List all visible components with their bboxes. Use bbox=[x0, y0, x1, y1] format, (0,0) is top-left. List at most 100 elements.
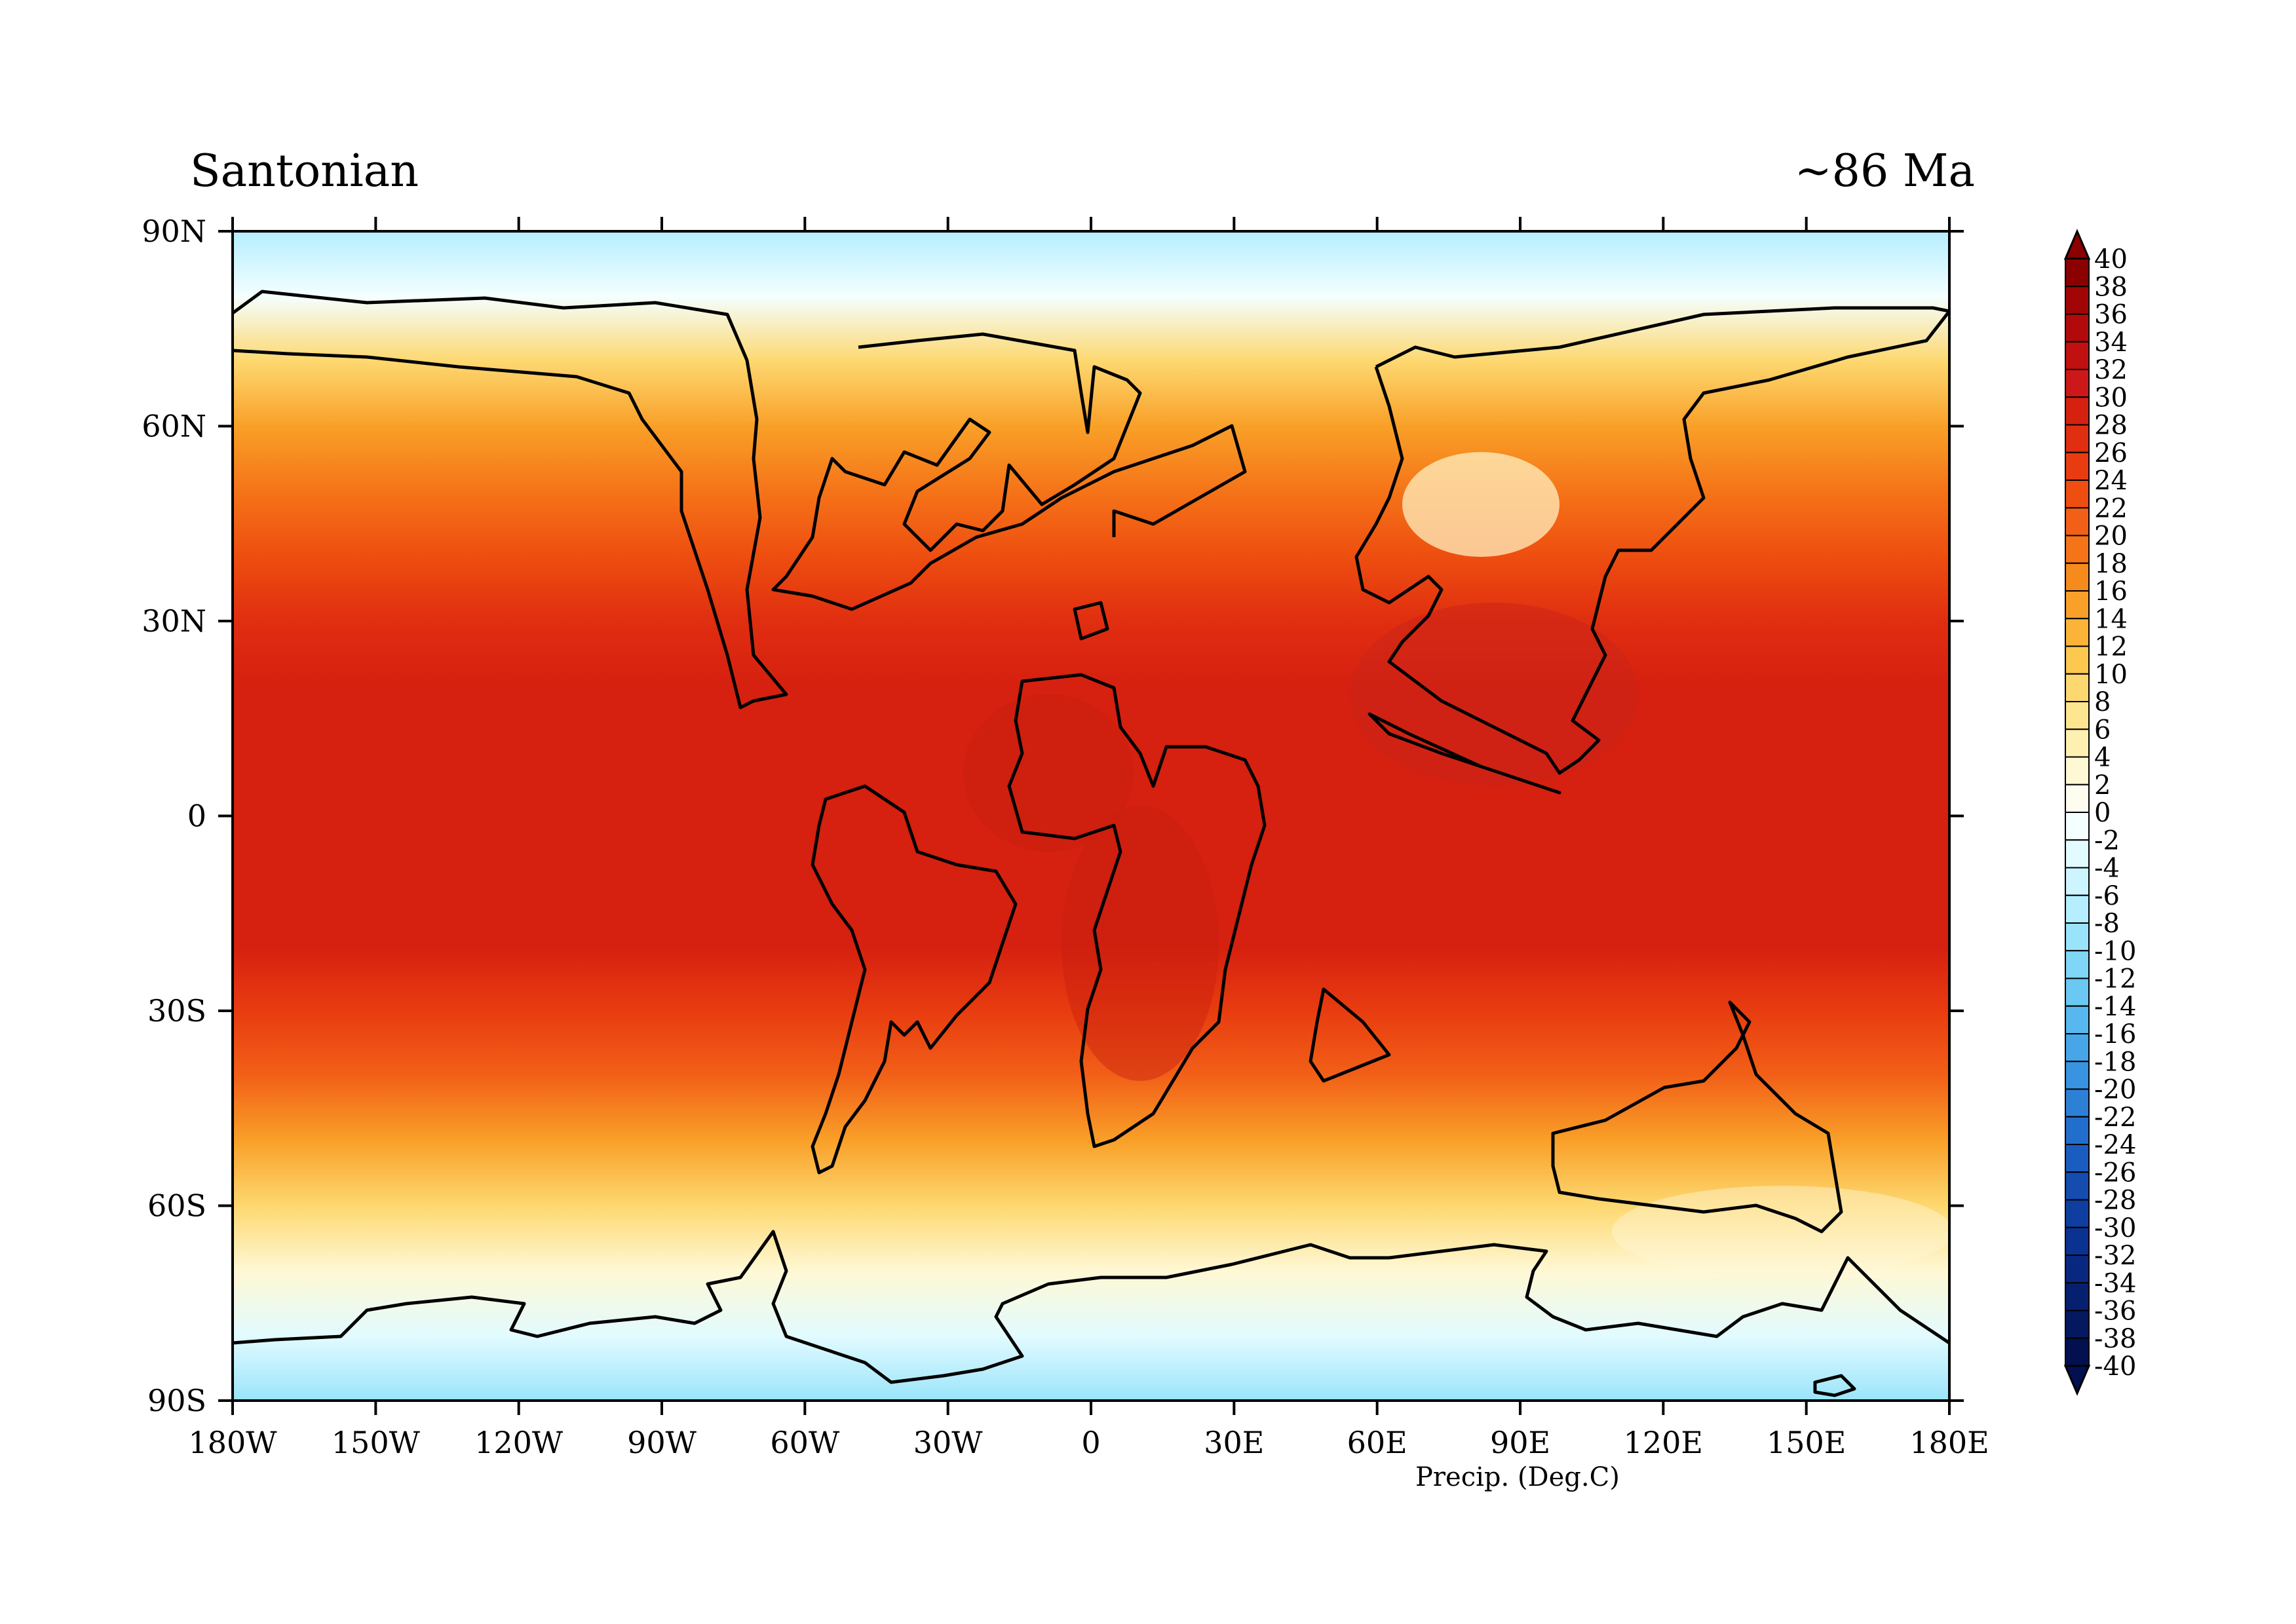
coastline-madagascar bbox=[1309, 987, 1391, 1083]
y-tick-label: 0 bbox=[187, 799, 206, 834]
x-tick-label: 30W bbox=[913, 1425, 984, 1460]
coastline-greenland-europe bbox=[771, 332, 1247, 611]
colorbar-level-label: 40 bbox=[2094, 244, 2128, 274]
colorbar-level-label: 2 bbox=[2094, 770, 2111, 801]
antarctic-cool-anomaly bbox=[1612, 1186, 1949, 1277]
colorbar-level-label: 32 bbox=[2094, 355, 2128, 385]
colorbar-label: Precip. (Deg.C) bbox=[1415, 1462, 1620, 1492]
y-tick-label: 60N bbox=[142, 409, 206, 444]
coastline-north-america bbox=[233, 290, 788, 709]
x-tick-label: 60W bbox=[770, 1425, 840, 1460]
colorbar-swatch bbox=[2065, 756, 2090, 785]
asia-warm-anomaly bbox=[1350, 603, 1638, 786]
colorbar-level-label: -16 bbox=[2094, 1019, 2136, 1049]
colorbar-max-arrow bbox=[2063, 229, 2091, 260]
colorbar-swatch bbox=[2065, 1116, 2090, 1145]
colorbar-level-label: 22 bbox=[2094, 493, 2128, 523]
colorbar-swatch bbox=[2065, 728, 2090, 758]
x-tick-label: 120E bbox=[1624, 1425, 1703, 1460]
coastline-antarctica bbox=[233, 1230, 1949, 1384]
map-title: Santonian bbox=[190, 145, 419, 197]
africa-warm-anomaly bbox=[1062, 806, 1219, 1081]
colorbar-level-label: -14 bbox=[2094, 992, 2136, 1022]
colorbar-swatch bbox=[2065, 1310, 2090, 1339]
map-axes: 180W 150W 120W 90W 60W 30W 0 30E 60E 90E 120E 150E 1… bbox=[142, 214, 1989, 1460]
colorbar-swatch bbox=[2065, 507, 2090, 537]
colorbar-swatch bbox=[2065, 645, 2090, 675]
colorbar-level-label: -4 bbox=[2094, 854, 2120, 884]
x-tick-label: 180W bbox=[188, 1425, 277, 1460]
x-tick-label: 120W bbox=[474, 1425, 564, 1460]
colorbar-level-label: 0 bbox=[2094, 798, 2111, 828]
colorbar-level-label: -24 bbox=[2094, 1130, 2136, 1160]
x-tick-label: 90E bbox=[1490, 1425, 1550, 1460]
colorbar-level-label: -30 bbox=[2094, 1213, 2136, 1243]
x-tick-label: 0 bbox=[1081, 1425, 1100, 1460]
colorbar-level-label: -32 bbox=[2094, 1241, 2136, 1271]
coastline-asia bbox=[1354, 306, 1949, 775]
colorbar-level-label: 16 bbox=[2094, 576, 2128, 607]
y-tick-label: 30N bbox=[142, 603, 206, 639]
colorbar-level-label: -12 bbox=[2094, 964, 2136, 994]
x-tick-label: 150E bbox=[1767, 1425, 1846, 1460]
colorbar-level-label: 28 bbox=[2094, 411, 2128, 441]
colorbar-swatch bbox=[2065, 1282, 2090, 1312]
colorbar-swatch bbox=[2065, 451, 2090, 481]
colorbar-swatch bbox=[2065, 369, 2090, 398]
colorbar-level-label: 24 bbox=[2094, 466, 2128, 496]
colorbar-swatch bbox=[2065, 1199, 2090, 1228]
y-tick-label: 90S bbox=[147, 1383, 206, 1418]
colorbar-swatch bbox=[2065, 618, 2090, 647]
colorbar-swatch bbox=[2065, 258, 2090, 288]
coastline-australia bbox=[1551, 1000, 1843, 1234]
coastline-small-island bbox=[1073, 601, 1109, 641]
coastline-south-america bbox=[811, 784, 1018, 1175]
map-subtitle: ~86 Ma bbox=[1794, 145, 1975, 197]
colorbar-swatch bbox=[2065, 590, 2090, 620]
colorbar-level-label: -2 bbox=[2094, 825, 2120, 856]
colorbar-swatch bbox=[2065, 535, 2090, 564]
colorbar-level-label: 36 bbox=[2094, 300, 2128, 330]
colorbar-level-label: -10 bbox=[2094, 936, 2136, 966]
colorbar-swatch bbox=[2065, 1226, 2090, 1256]
colorbar-swatch bbox=[2065, 1005, 2090, 1034]
colorbar-swatch bbox=[2065, 812, 2090, 841]
colorbar-level-label: -38 bbox=[2094, 1324, 2136, 1354]
colorbar-level-label: 12 bbox=[2094, 632, 2128, 662]
colorbar-level-label: -40 bbox=[2094, 1351, 2136, 1382]
coastline-africa bbox=[1007, 673, 1267, 1148]
colorbar: 4038363432302826242220181614121086420-2-… bbox=[2063, 229, 2136, 1396]
colorbar-level-label: 6 bbox=[2094, 715, 2111, 745]
colorbar-level-label: -34 bbox=[2094, 1268, 2136, 1298]
colorbar-swatch bbox=[2065, 977, 2090, 1007]
colorbar-swatch bbox=[2065, 839, 2090, 869]
y-tick-label: 60S bbox=[147, 1188, 206, 1224]
colorbar-swatch bbox=[2065, 424, 2090, 453]
colorbar-level-label: -36 bbox=[2094, 1296, 2136, 1327]
y-tick-label: 90N bbox=[142, 214, 206, 249]
colorbar-swatch bbox=[2065, 950, 2090, 979]
colorbar-level-label: 14 bbox=[2094, 604, 2128, 634]
colorbar-swatch bbox=[2065, 1144, 2090, 1173]
colorbar-swatch bbox=[2065, 1033, 2090, 1063]
x-tick-label: 60E bbox=[1347, 1425, 1407, 1460]
colorbar-swatch bbox=[2065, 313, 2090, 343]
colorbar-swatch bbox=[2065, 1337, 2090, 1367]
colorbar-swatch bbox=[2065, 673, 2090, 702]
colorbar-swatch bbox=[2065, 922, 2090, 952]
colorbar-level-label: -22 bbox=[2094, 1103, 2136, 1133]
colorbar-swatch bbox=[2065, 894, 2090, 924]
colorbar-swatch bbox=[2065, 286, 2090, 315]
asia-cool-anomaly bbox=[1402, 452, 1559, 557]
colorbar-level-label: 8 bbox=[2094, 687, 2111, 717]
colorbar-level-label: 18 bbox=[2094, 549, 2128, 579]
colorbar-swatch bbox=[2065, 867, 2090, 896]
colorbar-level-label: 10 bbox=[2094, 660, 2128, 690]
colorbar-swatch bbox=[2065, 1255, 2090, 1284]
colorbar-swatch bbox=[2065, 784, 2090, 813]
colorbar-swatch bbox=[2065, 1171, 2090, 1201]
x-tick-label: 150W bbox=[332, 1425, 421, 1460]
x-tick-label: 180E bbox=[1909, 1425, 1989, 1460]
colorbar-swatch bbox=[2065, 341, 2090, 370]
